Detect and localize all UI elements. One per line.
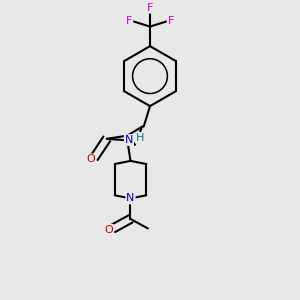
Text: F: F: [147, 3, 153, 13]
Text: H: H: [136, 133, 144, 143]
Text: F: F: [168, 16, 174, 26]
Text: O: O: [104, 225, 113, 235]
Text: N: N: [126, 194, 135, 203]
Text: O: O: [86, 154, 95, 164]
Text: F: F: [126, 16, 132, 26]
Text: N: N: [125, 135, 133, 145]
